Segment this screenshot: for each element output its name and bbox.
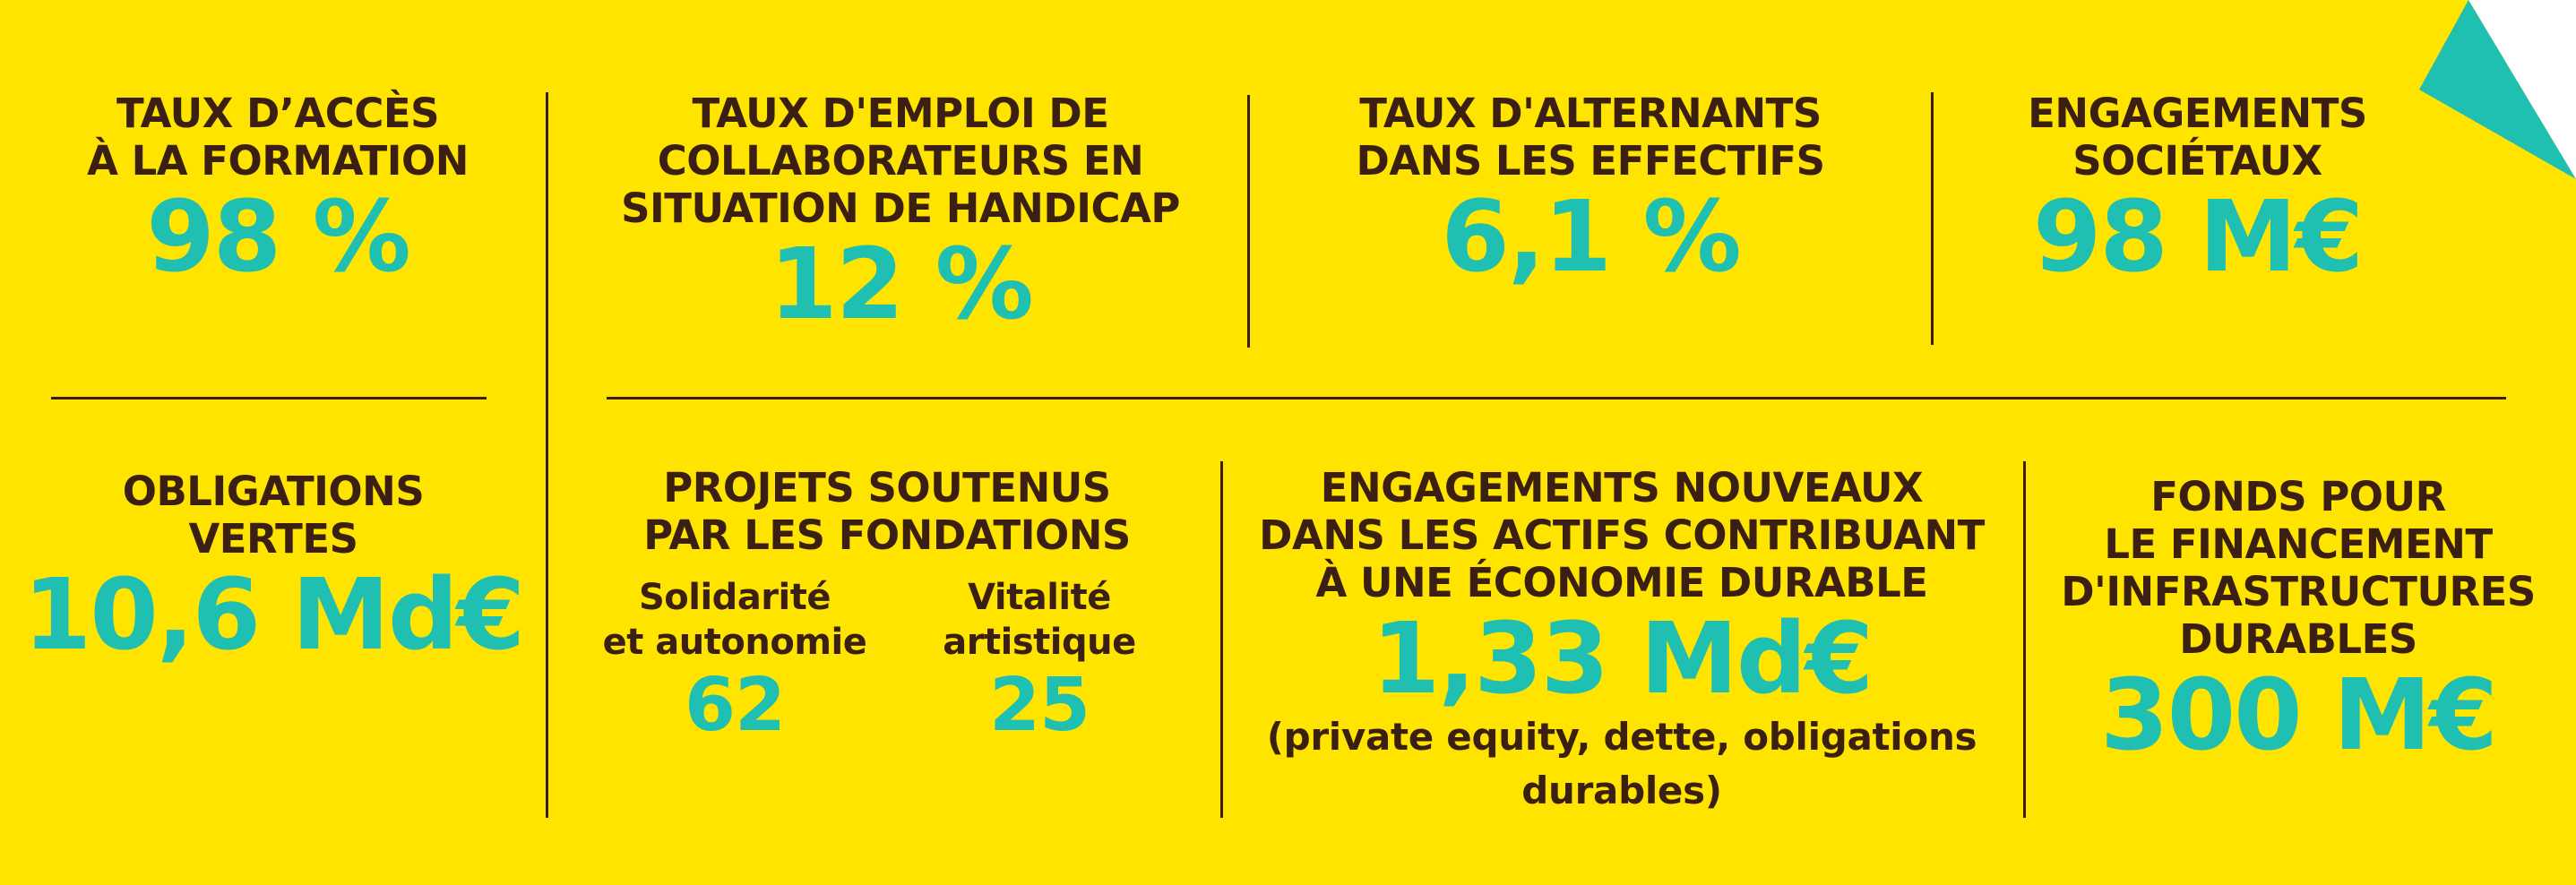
stat-value: 1,33 Md€ <box>1371 601 1874 716</box>
stat-value: 12 % <box>769 227 1034 341</box>
stat-value: 10,6 Md€ <box>22 557 525 672</box>
stat-label: TAUX D'EMPLOI DE COLLABORATEURS EN SITUA… <box>621 90 1180 232</box>
stat-label: TAUX D'ALTERNANTS DANS LES EFFECTIFS <box>1356 90 1825 185</box>
divider-vertical-top-2 <box>1247 95 1250 348</box>
stat-value: 98 M€ <box>2032 179 2364 294</box>
stat-engagements-societaux: ENGAGEMENTS SOCIÉTAUX 98 M€ <box>1953 90 2442 288</box>
divider-horizontal-right <box>607 397 2506 400</box>
divider-vertical-top-3 <box>1931 92 1934 345</box>
fondation-solidarite: Solidarité et autonomie 62 <box>600 575 869 747</box>
stat-obligations-vertes: OBLIGATIONS VERTES 10,6 Md€ <box>13 468 533 666</box>
divider-vertical-bottom-3 <box>2023 461 2026 818</box>
stat-value: 300 M€ <box>2100 657 2498 772</box>
fondation-vitalite: Vitalité artistique 25 <box>905 575 1174 747</box>
stat-fonds-infrastructures: FONDS POUR LE FINANCEMENT D'INFRASTRUCTU… <box>2034 473 2563 767</box>
divider-horizontal-left <box>51 397 487 400</box>
stat-emploi-handicap: TAUX D'EMPLOI DE COLLABORATEURS EN SITUA… <box>573 90 1228 336</box>
stat-label: TAUX D’ACCÈS À LA FORMATION <box>87 90 469 185</box>
divider-vertical-left <box>546 92 548 818</box>
stat-value: 6,1 % <box>1441 179 1741 294</box>
stat-label: OBLIGATIONS VERTES <box>122 468 425 563</box>
fondation-label: Solidarité et autonomie <box>602 577 867 663</box>
fondation-label: Vitalité artistique <box>943 577 1136 663</box>
stat-alternants: TAUX D'ALTERNANTS DANS LES EFFECTIFS 6,1… <box>1272 90 1908 288</box>
fondations-breakdown: Solidarité et autonomie 62 Vitalité arti… <box>600 575 1174 747</box>
stat-label: ENGAGEMENTS NOUVEAUX DANS LES ACTIFS CON… <box>1259 464 1985 606</box>
stat-projets-fondations: PROJETS SOUTENUS PAR LES FONDATIONS Soli… <box>573 464 1201 747</box>
stat-label: FONDS POUR LE FINANCEMENT D'INFRASTRUCTU… <box>2061 473 2536 663</box>
fondation-value: 25 <box>988 663 1090 748</box>
stat-note: (private equity, dette, obligations dura… <box>1266 715 1977 812</box>
stat-value: 98 % <box>146 179 411 294</box>
stat-label: PROJETS SOUTENUS PAR LES FONDATIONS <box>643 464 1131 559</box>
fondation-value: 62 <box>684 663 786 748</box>
stat-engagements-nouveaux: ENGAGEMENTS NOUVEAUX DANS LES ACTIFS CON… <box>1236 464 2007 818</box>
stat-label: ENGAGEMENTS SOCIÉTAUX <box>2028 90 2367 185</box>
stat-acces-formation: TAUX D’ACCÈS À LA FORMATION 98 % <box>36 90 520 288</box>
divider-vertical-bottom-2 <box>1220 461 1223 818</box>
